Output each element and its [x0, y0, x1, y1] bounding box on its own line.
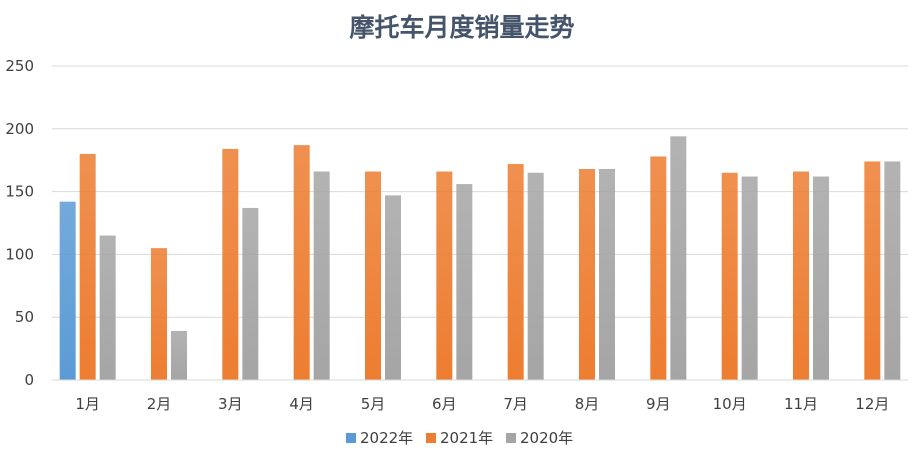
bar-3-2: [171, 331, 187, 380]
bar-3-8: [599, 168, 615, 380]
bar-3-6: [456, 184, 473, 380]
x-tick-label: 4月: [289, 395, 314, 413]
legend: 2022年 2021年 2020年: [346, 429, 573, 447]
x-tick-label: 9月: [646, 395, 671, 413]
bar-2-8: [579, 168, 595, 380]
y-axis-ticks: 0 50 100 150 200 250: [5, 57, 34, 389]
bar-2-1: [79, 153, 96, 380]
x-tick-label: 3月: [218, 395, 243, 413]
x-tick-label: 8月: [575, 395, 600, 413]
legend-label: 2020年: [520, 429, 573, 447]
y-tick-label: 250: [5, 57, 34, 75]
y-tick-label: 100: [5, 245, 34, 263]
x-tick-label: 5月: [361, 395, 386, 413]
bar-3-1: [99, 235, 116, 380]
legend-swatch: [346, 433, 356, 443]
x-tick-label: 2月: [147, 395, 172, 413]
chart-title: 摩托车月度销量走势: [349, 13, 574, 42]
legend-label: 2022年: [360, 429, 413, 447]
gridlines: [52, 65, 908, 318]
x-tick-label: 12月: [855, 395, 889, 413]
bar-3-4: [313, 171, 330, 380]
legend-label: 2021年: [440, 429, 493, 447]
bar-2-6: [436, 171, 453, 380]
bar-3-3: [242, 207, 259, 380]
y-tick-label: 0: [24, 371, 34, 389]
y-tick-label: 200: [5, 120, 34, 138]
x-axis-ticks: 1月 2月 3月 4月 5月 6月 7月 8月 9月 10月 11月 12月: [75, 395, 889, 413]
x-tick-label: 11月: [784, 395, 818, 413]
bar-1-1: [59, 201, 76, 380]
x-tick-label: 6月: [432, 395, 457, 413]
y-tick-label: 150: [5, 183, 34, 201]
bars: [59, 136, 901, 380]
bar-3-5: [385, 195, 401, 380]
y-tick-label: 50: [15, 308, 34, 326]
bar-3-9: [670, 136, 687, 380]
bar-2-5: [365, 171, 381, 380]
bar-2-9: [650, 156, 667, 380]
bar-2-11: [793, 171, 809, 380]
bar-2-7: [507, 163, 524, 380]
bar-3-12: [884, 161, 901, 380]
x-tick-label: 10月: [713, 395, 747, 413]
x-tick-label: 7月: [503, 395, 528, 413]
x-tick-label: 1月: [75, 395, 100, 413]
legend-swatch: [506, 433, 516, 443]
bar-2-4: [293, 145, 310, 380]
legend-swatch: [426, 433, 436, 443]
bar-3-10: [741, 176, 758, 380]
bar-2-10: [721, 172, 738, 380]
bar-3-11: [813, 176, 829, 380]
bar-2-2: [151, 248, 167, 380]
bar-3-7: [527, 172, 544, 380]
bar-2-12: [864, 161, 881, 380]
bar-2-3: [222, 148, 239, 380]
